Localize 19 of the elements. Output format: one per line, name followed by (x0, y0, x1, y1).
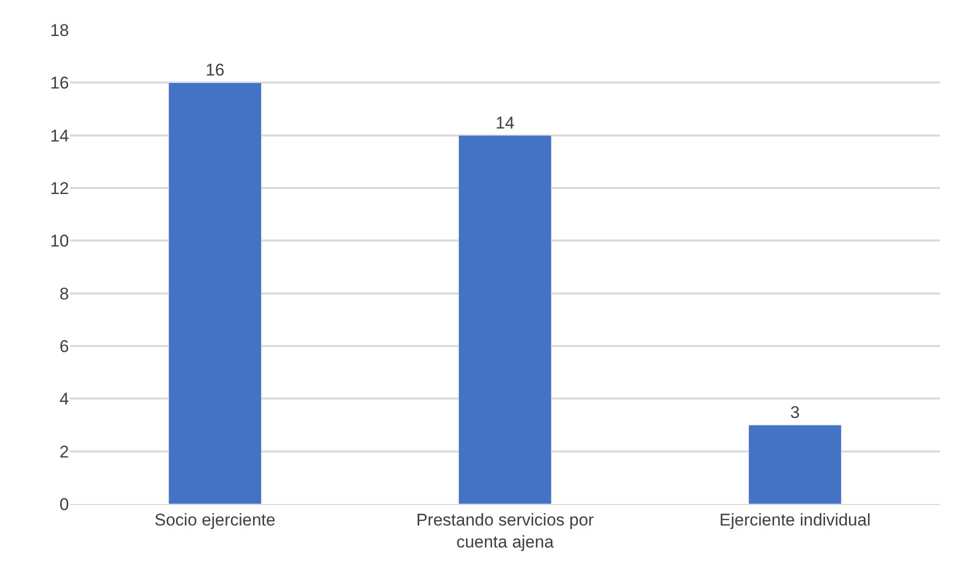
bar (168, 82, 262, 504)
y-tick-label: 18 (50, 20, 69, 40)
x-tick-label: Prestando servicios por cuenta ajena (416, 510, 594, 552)
y-tick-label: 0 (60, 494, 69, 514)
bar (748, 424, 842, 504)
y-tick-label: 10 (50, 232, 69, 251)
data-label: 3 (790, 403, 800, 422)
bar (458, 135, 552, 504)
y-tick-label: 8 (60, 284, 69, 304)
y-tick-label: 12 (50, 178, 69, 198)
y-tick-label: 6 (60, 336, 69, 356)
y-tick-label: 16 (50, 74, 69, 93)
y-tick-label: 2 (60, 442, 69, 462)
y-tick-label: 4 (60, 390, 69, 409)
data-label: 16 (206, 60, 224, 80)
x-tick-label: Ejerciente individual (719, 510, 871, 530)
y-tick-label: 14 (50, 126, 69, 146)
x-tick-label: Socio ejerciente (154, 510, 276, 530)
data-label: 14 (496, 113, 514, 132)
